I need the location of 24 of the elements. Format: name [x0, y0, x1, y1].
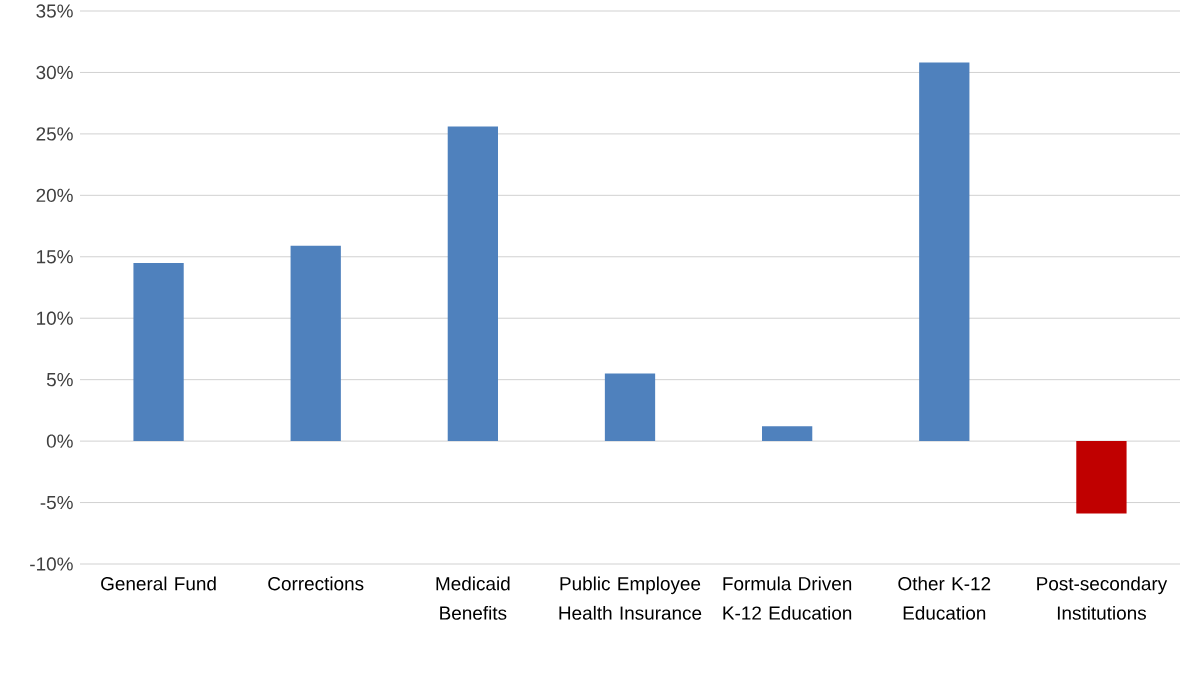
- y-tick-label: 15%: [37, 250, 73, 264]
- y-tick-label: 20%: [36, 188, 73, 203]
- bar: [604, 373, 656, 442]
- x-tick-label: Public Employee Health Insurance: [559, 576, 702, 620]
- bar: [919, 62, 970, 442]
- x-tick-label: General Fund: [101, 576, 216, 591]
- y-tick-label: -10%: [30, 557, 73, 571]
- x-tick-label: Post-secondary Institutions: [1037, 576, 1168, 620]
- bar: [290, 245, 341, 442]
- bar: [762, 426, 813, 442]
- y-tick-label: -5%: [40, 495, 73, 510]
- x-tick-label: Medicaid Benefits: [436, 576, 510, 620]
- y-tick-label: 25%: [36, 127, 73, 141]
- y-tick-label: 0%: [46, 434, 73, 448]
- y-tick-label: 10%: [37, 311, 73, 325]
- x-tick-label: Other K-12 Education: [898, 576, 991, 620]
- y-tick-label: 35%: [36, 4, 73, 18]
- bar: [1076, 441, 1127, 514]
- y-tick-label: 30%: [36, 65, 73, 80]
- y-tick-label: 5%: [46, 373, 73, 387]
- bar: [133, 262, 184, 442]
- x-tick-label: Corrections: [268, 576, 364, 591]
- x-tick-label: Formula Driven K-12 Education: [723, 576, 852, 620]
- bar: [447, 126, 498, 442]
